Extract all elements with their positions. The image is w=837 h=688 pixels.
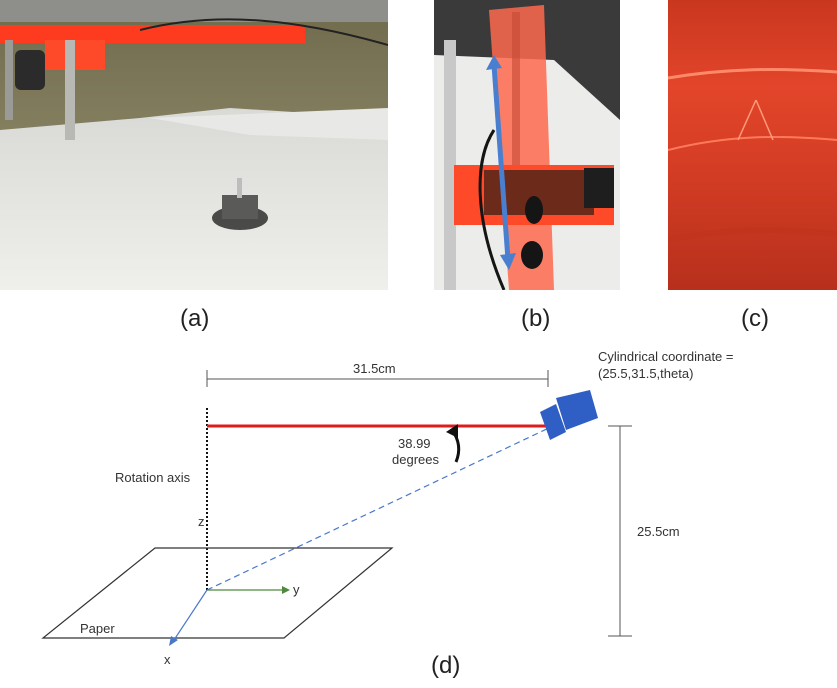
panel-b-caption: (b): [521, 305, 551, 332]
panel-c-caption: (c): [741, 305, 769, 332]
coordinate-label-line1: Cylindrical coordinate =: [598, 349, 734, 364]
z-axis-label: z: [198, 514, 205, 529]
camera-icon: [540, 390, 598, 440]
horizontal-dimension: [206, 370, 549, 387]
paper-label: Paper: [80, 621, 115, 636]
horizontal-distance-label: 31.5cm: [353, 361, 396, 376]
photo-c-laser-line-closeup: [668, 0, 837, 290]
x-axis-line: [173, 589, 208, 641]
x-axis-label: x: [164, 652, 171, 667]
photo-b-laser-camera-module: [434, 0, 620, 290]
vertical-dimension: [608, 425, 632, 637]
photo-a-turntable-setup: [0, 0, 388, 290]
rotation-axis-label: Rotation axis: [115, 470, 191, 485]
paper-plane: [41, 547, 394, 639]
y-axis-label: y: [293, 582, 300, 597]
angle-arrowhead: [446, 424, 458, 438]
coordinate-label-line2: (25.5,31.5,theta): [598, 366, 694, 381]
x-axis-arrowhead: [169, 636, 178, 646]
panel-d-caption: (d): [431, 652, 461, 679]
y-axis-arrowhead: [282, 586, 290, 594]
vertical-distance-label: 25.5cm: [637, 524, 680, 539]
camera-ray: [206, 425, 554, 591]
panel-a-caption: (a): [180, 305, 210, 332]
angle-unit-label: degrees: [392, 452, 439, 467]
angle-value-label: 38.99: [398, 436, 431, 451]
